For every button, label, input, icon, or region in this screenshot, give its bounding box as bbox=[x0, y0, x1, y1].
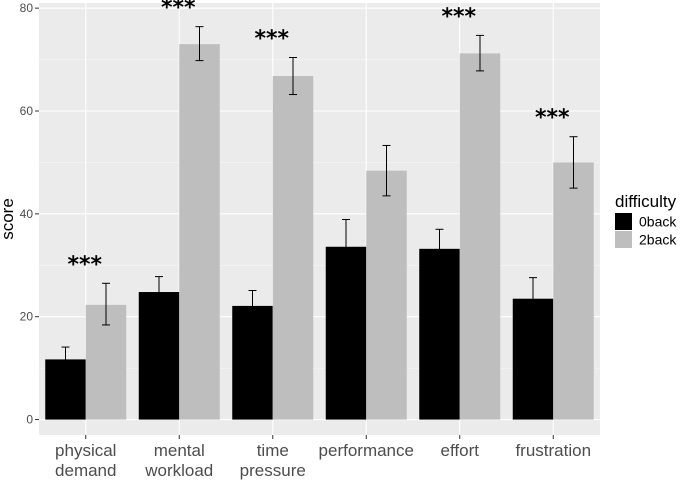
y-axis-title: score bbox=[0, 198, 17, 240]
bar-2back bbox=[459, 53, 501, 420]
bar-2back bbox=[179, 44, 220, 420]
error-bar bbox=[61, 346, 70, 372]
legend: difficulty 0back 2back bbox=[615, 192, 677, 248]
x-tick-label: mental workload bbox=[144, 441, 213, 480]
bar-0back bbox=[232, 305, 273, 420]
bar-0back bbox=[325, 246, 367, 420]
error-bar bbox=[529, 277, 537, 320]
significance-label: *** bbox=[161, 0, 196, 21]
bar-0back bbox=[138, 292, 180, 420]
y-tick-label: 20 bbox=[20, 310, 34, 324]
significance-label: *** bbox=[441, 4, 476, 29]
error-bar bbox=[195, 26, 204, 62]
bar-2back bbox=[272, 76, 314, 420]
error-bar bbox=[476, 34, 484, 72]
error-bar bbox=[248, 289, 257, 322]
significance-label: *** bbox=[254, 27, 289, 52]
x-tick-label: physical demand bbox=[55, 441, 116, 480]
y-tick-label: 60 bbox=[20, 104, 34, 118]
bar-2back bbox=[366, 170, 407, 420]
error-bar bbox=[289, 57, 297, 96]
x-tick-label: frustration bbox=[515, 441, 591, 460]
significance-label: *** bbox=[535, 106, 570, 131]
y-tick-label: 40 bbox=[20, 207, 34, 221]
legend-label-2back: 2back bbox=[639, 232, 677, 248]
bar-2back bbox=[553, 162, 594, 420]
error-bar bbox=[155, 276, 163, 308]
x-axis: physical demand mental workload time pressure… bbox=[55, 435, 591, 480]
plot-panel bbox=[39, 3, 600, 435]
error-bar bbox=[569, 136, 578, 189]
significance-markers: *** *** *** *** *** bbox=[67, 0, 570, 277]
y-tick-label: 80 bbox=[20, 1, 34, 15]
significance-label: *** bbox=[67, 252, 102, 277]
x-tick-label: performance bbox=[319, 441, 414, 460]
error-bar bbox=[382, 144, 391, 197]
legend-key-0back bbox=[615, 213, 632, 230]
error-bar bbox=[342, 219, 350, 275]
legend-label-0back: 0back bbox=[639, 214, 677, 230]
error-bar bbox=[102, 282, 110, 326]
x-tick-label: effort bbox=[441, 441, 480, 460]
bar-0back bbox=[419, 248, 460, 420]
legend-title: difficulty bbox=[615, 192, 677, 211]
error-bar bbox=[435, 228, 444, 270]
y-axis: 0 20 40 60 80 bbox=[20, 1, 39, 427]
y-tick-label: 0 bbox=[26, 413, 33, 427]
error-bars bbox=[61, 26, 578, 372]
bars bbox=[45, 44, 594, 420]
x-tick-label: time pressure bbox=[240, 441, 306, 480]
legend-key-2back bbox=[615, 231, 632, 248]
